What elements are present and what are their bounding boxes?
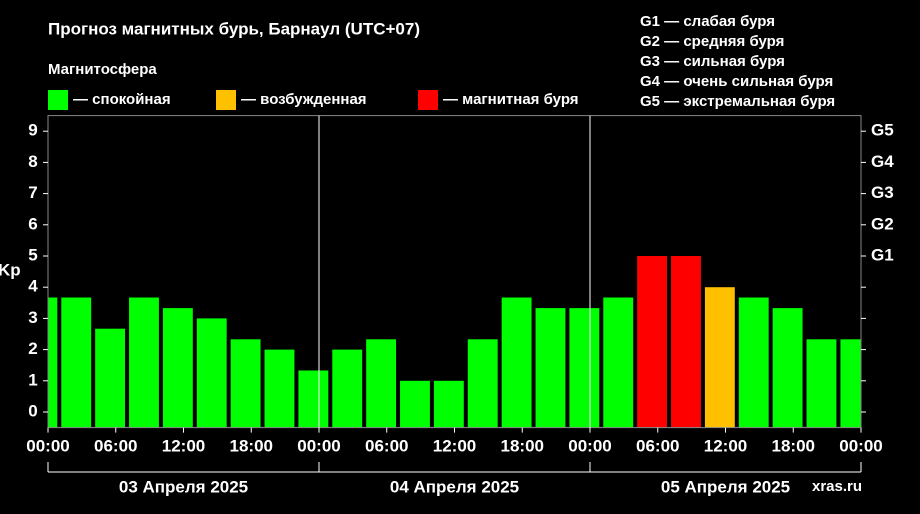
bar xyxy=(332,349,363,428)
g-scale-label: G3 — сильная буря xyxy=(640,53,785,70)
bar xyxy=(129,297,159,428)
y-tick-label: 0 xyxy=(28,401,37,420)
x-tick-label: 06:00 xyxy=(365,436,408,455)
y-tick-label: 1 xyxy=(28,370,37,389)
bar xyxy=(806,339,837,428)
g-scale-label: G1 — слабая буря xyxy=(640,13,775,30)
plot-area xyxy=(48,256,861,428)
x-tick-label: 00:00 xyxy=(26,436,69,455)
bar xyxy=(467,339,498,428)
legend-label: — возбужденная xyxy=(241,91,367,108)
y-tick-label: 8 xyxy=(28,152,37,171)
y-tick-label: 2 xyxy=(28,339,37,358)
bar xyxy=(48,297,58,428)
legend-label: — магнитная буря xyxy=(443,91,579,108)
y-tick-label: 9 xyxy=(28,121,37,140)
g-scale-label: G2 — средняя буря xyxy=(640,33,784,50)
bar xyxy=(535,308,566,428)
bar xyxy=(196,318,227,428)
legend-swatch xyxy=(418,90,438,110)
x-tick-label: 18:00 xyxy=(501,436,544,455)
chart-subtitle: Магнитосфера xyxy=(48,61,157,78)
legend-swatch xyxy=(48,90,68,110)
bar xyxy=(400,380,430,428)
y-tick-label: 5 xyxy=(28,245,37,264)
bar xyxy=(569,308,600,428)
legend-swatch xyxy=(216,90,236,110)
y2-tick-label: G5 xyxy=(871,121,894,140)
y2-tick-label: G2 xyxy=(871,214,894,233)
date-label: 05 Апреля 2025 xyxy=(661,477,790,496)
bar xyxy=(671,256,701,428)
x-tick-label: 00:00 xyxy=(568,436,611,455)
date-label: 04 Апреля 2025 xyxy=(390,477,519,496)
x-tick-label: 00:00 xyxy=(297,436,340,455)
bar xyxy=(772,308,803,428)
bar xyxy=(501,297,532,428)
y-tick-label: 6 xyxy=(28,214,37,233)
x-tick-label: 12:00 xyxy=(162,436,205,455)
g-scale-label: G4 — очень сильная буря xyxy=(640,73,833,90)
x-tick-label: 12:00 xyxy=(433,436,476,455)
y-tick-label: 7 xyxy=(28,183,37,202)
x-tick-label: 00:00 xyxy=(839,436,882,455)
bar xyxy=(840,339,861,428)
chart-title: Прогноз магнитных бурь, Барнаул (UTC+07) xyxy=(48,19,420,38)
bar xyxy=(298,370,329,428)
bar xyxy=(162,308,193,428)
bar xyxy=(704,287,735,428)
g-scale-label: G5 — экстремальная буря xyxy=(640,93,835,110)
x-tick-label: 18:00 xyxy=(772,436,815,455)
bar xyxy=(95,328,126,428)
x-tick-label: 06:00 xyxy=(94,436,137,455)
bar xyxy=(637,256,668,428)
bar xyxy=(366,339,397,428)
bar xyxy=(264,349,295,428)
y-tick-label: 4 xyxy=(28,277,38,296)
bar xyxy=(230,339,261,428)
y2-tick-label: G1 xyxy=(871,245,894,264)
date-label: 03 Апреля 2025 xyxy=(119,477,248,496)
bar xyxy=(61,297,92,428)
legend-label: — спокойная xyxy=(73,91,171,108)
y2-tick-label: G3 xyxy=(871,183,894,202)
y-tick-label: 3 xyxy=(28,308,37,327)
y-axis-label: Kp xyxy=(0,260,21,279)
bar xyxy=(603,297,634,428)
watermark: xras.ru xyxy=(812,478,862,495)
x-tick-label: 18:00 xyxy=(230,436,273,455)
x-tick-label: 06:00 xyxy=(636,436,679,455)
bar xyxy=(433,380,464,428)
x-tick-label: 12:00 xyxy=(704,436,747,455)
y2-tick-label: G4 xyxy=(871,152,894,171)
bar xyxy=(738,297,769,428)
